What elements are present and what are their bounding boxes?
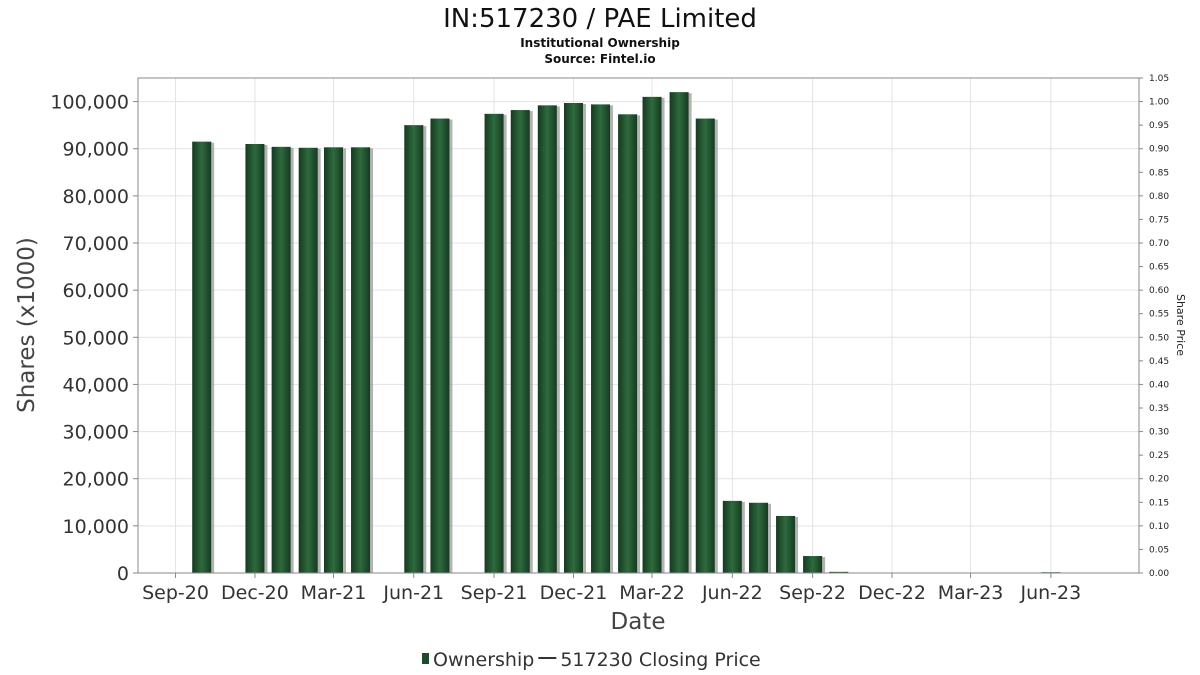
x-tick-label: Sep-21 bbox=[461, 582, 528, 604]
ownership-bar bbox=[748, 502, 768, 573]
x-axis-ticks: Sep-20 Dec-20 Mar-21 Jun-21 Sep-21 Dec-21 Mar-… bbox=[142, 573, 1081, 604]
legend: Ownership 517230 Closing Price bbox=[422, 649, 761, 671]
ownership-bar bbox=[192, 141, 212, 573]
x-tick-label: Jun-22 bbox=[701, 582, 763, 604]
ownership-bar bbox=[404, 125, 424, 574]
y2-tick-label: 0.15 bbox=[1149, 498, 1169, 508]
y2-tick-label: 0.05 bbox=[1149, 545, 1169, 555]
y2-tick-label: 0.90 bbox=[1149, 145, 1169, 155]
x-tick-label: Sep-20 bbox=[142, 582, 209, 604]
chart-title: IN:517230 / PAE Limited bbox=[443, 4, 757, 34]
x-tick-label: Sep-22 bbox=[779, 582, 846, 604]
ownership-bar bbox=[484, 113, 504, 573]
y-tick-label: 50,000 bbox=[63, 327, 129, 349]
ownership-bar bbox=[669, 92, 689, 574]
x-tick-label: Dec-22 bbox=[858, 582, 926, 604]
y2-tick-label: 0.65 bbox=[1149, 263, 1169, 273]
ownership-bar bbox=[510, 110, 530, 574]
ownership-bar bbox=[563, 102, 583, 573]
y2-tick-label: 0.60 bbox=[1149, 286, 1169, 296]
x-tick-label: Mar-22 bbox=[619, 582, 685, 604]
legend-ownership-label: Ownership bbox=[433, 649, 534, 671]
y2-tick-label: 0.70 bbox=[1149, 239, 1169, 249]
y2-tick-label: 0.00 bbox=[1149, 569, 1169, 579]
y2-tick-label: 0.75 bbox=[1149, 215, 1169, 225]
y-axis-ticks: 0 10,000 20,000 30,000 40,000 50,000 60,000 70,… bbox=[50, 92, 138, 585]
y2-tick-label: 0.10 bbox=[1149, 522, 1169, 532]
ownership-bar bbox=[351, 147, 371, 574]
y2-tick-label: 0.20 bbox=[1149, 475, 1169, 485]
y-tick-label: 80,000 bbox=[63, 186, 129, 208]
ownership-bar bbox=[298, 147, 318, 573]
y-tick-label: 20,000 bbox=[63, 469, 129, 491]
y-tick-label: 90,000 bbox=[63, 139, 129, 161]
y2-tick-label: 0.40 bbox=[1149, 380, 1169, 390]
y2-tick-label: 0.50 bbox=[1149, 333, 1169, 343]
legend-ownership-swatch bbox=[422, 653, 429, 664]
y2-tick-label: 0.55 bbox=[1149, 310, 1169, 320]
ownership-bar bbox=[591, 104, 611, 574]
y2-tick-label: 0.45 bbox=[1149, 357, 1169, 367]
y-tick-label: 70,000 bbox=[63, 233, 129, 255]
ownership-bars bbox=[192, 92, 1061, 574]
y2-tick-label: 0.85 bbox=[1149, 168, 1169, 178]
legend-price-label: 517230 Closing Price bbox=[560, 649, 760, 671]
y2-tick-label: 0.25 bbox=[1149, 451, 1169, 461]
ownership-bar bbox=[271, 146, 291, 574]
x-tick-label: Dec-20 bbox=[221, 582, 289, 604]
plot-frame bbox=[137, 77, 1140, 574]
ownership-bar bbox=[618, 114, 638, 574]
y2-tick-label: 1.05 bbox=[1149, 74, 1169, 84]
y2-tick-label: 0.80 bbox=[1149, 192, 1169, 202]
y-tick-label: 0 bbox=[117, 563, 129, 585]
y-tick-label: 10,000 bbox=[63, 516, 129, 538]
x-tick-label: Mar-21 bbox=[301, 582, 367, 604]
ownership-bar bbox=[430, 118, 450, 574]
ownership-bar bbox=[776, 515, 796, 573]
ownership-bar bbox=[323, 147, 343, 574]
ownership-bar bbox=[642, 96, 662, 573]
x-tick-label: Dec-21 bbox=[540, 582, 608, 604]
ownership-bar bbox=[695, 118, 715, 574]
x-axis-label: Date bbox=[611, 609, 666, 635]
ownership-bar bbox=[829, 571, 849, 573]
y-tick-label: 60,000 bbox=[63, 280, 129, 302]
y-axis-label: Shares (x1000) bbox=[14, 237, 40, 413]
y2-tick-label: 0.35 bbox=[1149, 404, 1169, 414]
y-tick-label: 100,000 bbox=[50, 92, 129, 114]
chart-subtitle: Institutional Ownership bbox=[520, 36, 680, 50]
ownership-bar bbox=[803, 556, 823, 573]
x-tick-label: Mar-23 bbox=[938, 582, 1004, 604]
x-tick-label: Jun-23 bbox=[1019, 582, 1081, 604]
y2-tick-label: 1.00 bbox=[1149, 98, 1169, 108]
chart-source: Source: Fintel.io bbox=[544, 52, 655, 66]
y-tick-label: 30,000 bbox=[63, 422, 129, 444]
y-tick-label: 40,000 bbox=[63, 374, 129, 396]
y2-axis-label: Share Price bbox=[1174, 294, 1187, 356]
y2-tick-label: 0.95 bbox=[1149, 121, 1169, 131]
ownership-bar bbox=[537, 105, 557, 573]
x-tick-label: Jun-21 bbox=[382, 582, 444, 604]
y2-axis-ticks: 0.00 0.05 0.10 0.15 0.20 0.25 0.30 0.35 0.40 0.45… bbox=[1139, 74, 1169, 579]
ownership-bar bbox=[722, 500, 742, 573]
y2-tick-label: 0.30 bbox=[1149, 428, 1169, 438]
ownership-bar bbox=[245, 144, 265, 573]
